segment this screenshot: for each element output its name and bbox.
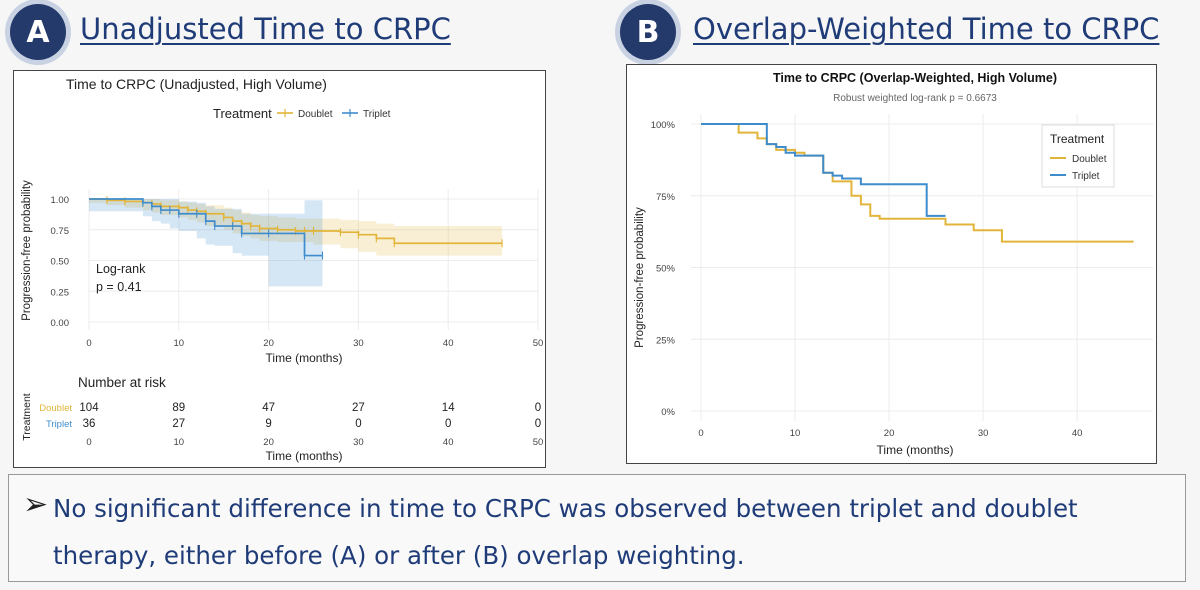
risk-table-x-axis-label: Time (months) (266, 449, 343, 463)
panel-a-badge: A (10, 4, 66, 60)
panel-a-heading: Unadjusted Time to CRPC (80, 12, 451, 46)
chart-b-x-tick-label: 10 (790, 428, 801, 439)
chart-a-legend-title: Treatment (213, 106, 272, 121)
chart-a-frame: Time to CRPC (Unadjusted, High Volume) Tr… (13, 70, 546, 468)
chart-b-legend-box (1041, 124, 1115, 188)
risk-table-time-tick: 20 (263, 437, 274, 448)
chart-b-title: Time to CRPC (Overlap-Weighted, High Vol… (773, 71, 1057, 85)
chart-a-ci-band-triplet (89, 199, 323, 287)
chart-a-x-tick-label: 0 (86, 338, 91, 349)
chart-a-x-tick-label: 20 (263, 338, 274, 349)
chart-a-legend-label-triplet: Triplet (363, 109, 391, 120)
risk-table-cell: 0 (535, 402, 541, 414)
risk-table-row-label-triplet: Triplet (46, 419, 72, 430)
chart-b-legend-title: Treatment (1050, 132, 1105, 146)
risk-table-cell: 0 (445, 418, 451, 430)
risk-table-cell: 0 (355, 418, 361, 430)
chart-b-y-tick-label: 50% (656, 264, 676, 275)
chart-a-x-tick-label: 40 (443, 338, 454, 349)
chart-b-y-tick-label: 25% (656, 335, 676, 346)
risk-table-time-tick: 50 (533, 437, 544, 448)
chart-b-x-tick-label: 20 (884, 428, 895, 439)
chart-a-x-tick-label: 30 (353, 338, 364, 349)
risk-table-cell: 89 (172, 402, 185, 414)
chart-b-series-line-triplet (701, 123, 946, 217)
chart-a-y-tick-label: 0.75 (51, 226, 70, 237)
risk-table-time-tick: 0 (86, 437, 91, 448)
chart-a-y-tick-label: 0.25 (51, 287, 70, 298)
chart-b-x-axis-label: Time (months) (877, 443, 954, 457)
risk-table-y-axis-label: Treatment (21, 393, 33, 441)
chart-b-frame: Time to CRPC (Overlap-Weighted, High Vol… (626, 64, 1157, 464)
chart-a-annotation: Log-rank (96, 262, 146, 276)
conclusion-box: ➢ No significant difference in time to C… (8, 474, 1186, 582)
chart-a-y-axis-label: Progression-free probability (21, 180, 33, 321)
chart-a-y-tick-label: 0.50 (51, 257, 70, 268)
risk-table-title: Number at risk (78, 375, 166, 390)
chart-b-x-tick-label: 30 (978, 428, 989, 439)
chart-a-y-tick-label: 0.00 (51, 318, 70, 329)
chart-b-y-tick-label: 100% (651, 120, 676, 131)
chart-a-x-axis-label: Time (months) (266, 351, 343, 365)
risk-table-cell: 0 (535, 418, 541, 430)
risk-table-cell: 27 (172, 418, 185, 430)
risk-table-cell: 104 (79, 402, 99, 414)
chart-b-legend-label-doublet: Doublet (1072, 154, 1107, 165)
conclusion-text: No significant difference in time to CRP… (53, 494, 1078, 570)
chart-b-subtitle: Robust weighted log-rank p = 0.6673 (833, 93, 997, 104)
risk-table-cell: 9 (265, 418, 271, 430)
risk-table-cell: 27 (352, 402, 365, 414)
panel-b-heading: Overlap-Weighted Time to CRPC (693, 12, 1160, 46)
chart-a-svg: Time to CRPC (Unadjusted, High Volume) Tr… (21, 76, 544, 463)
chart-b-y-tick-label: 75% (656, 192, 676, 203)
risk-table-time-tick: 40 (443, 437, 454, 448)
panel-b-badge: B (620, 4, 676, 60)
risk-table-time-tick: 30 (353, 437, 364, 448)
chart-a-annotation: p = 0.41 (96, 280, 142, 294)
chart-a-y-tick-label: 1.00 (51, 195, 70, 206)
arrow-bullet-icon: ➢ (23, 487, 49, 522)
chart-b-svg: Time to CRPC (Overlap-Weighted, High Vol… (634, 71, 1153, 457)
chart-a-title: Time to CRPC (Unadjusted, High Volume) (66, 76, 327, 92)
chart-b-legend-label-triplet: Triplet (1072, 171, 1100, 182)
chart-a-x-tick-label: 10 (174, 338, 185, 349)
chart-a-legend-label-doublet: Doublet (298, 109, 333, 120)
chart-b-y-tick-label: 0% (661, 407, 675, 418)
risk-table-cell: 14 (442, 402, 455, 414)
chart-b-x-tick-label: 40 (1072, 428, 1083, 439)
risk-table-cell: 47 (262, 402, 275, 414)
risk-table-cell: 36 (83, 418, 96, 430)
chart-b-x-tick-label: 0 (698, 428, 703, 439)
chart-a-x-tick-label: 50 (533, 338, 544, 349)
risk-table-time-tick: 10 (174, 437, 185, 448)
chart-b-y-axis-label: Progression-free probability (634, 207, 646, 348)
risk-table-row-label-doublet: Doublet (39, 403, 72, 414)
